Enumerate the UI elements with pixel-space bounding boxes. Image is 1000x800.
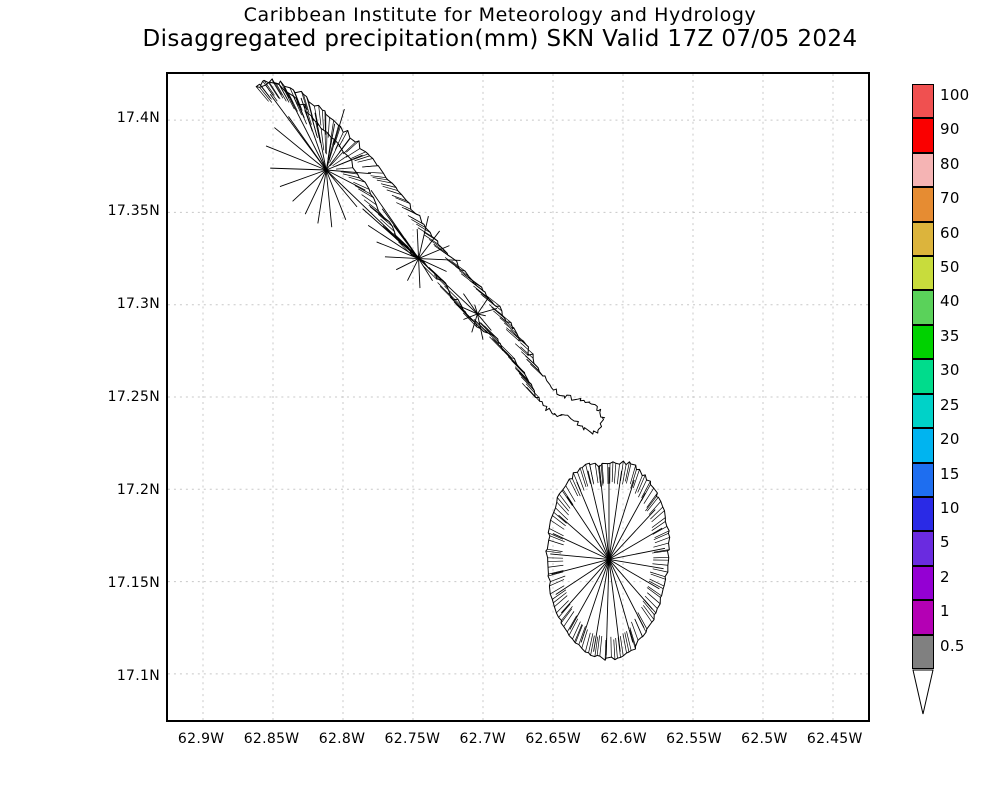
colorbar-segment: [912, 290, 934, 325]
colorbar-segment: [912, 565, 934, 601]
y-tick-label: 17.25N: [107, 389, 160, 405]
colorbar-segment: [912, 359, 934, 394]
colorbar-segment: [912, 187, 934, 222]
colorbar-tick-label: 70: [940, 189, 960, 208]
island-outlines: [255, 78, 671, 661]
colorbar-segment: [912, 462, 934, 497]
colorbar-tick-label: 25: [940, 395, 960, 414]
gridlines: [168, 74, 868, 720]
colorbar-tick-label: 2: [940, 567, 950, 586]
colorbar-tick-label: 50: [940, 258, 960, 277]
colorbar-segment: [912, 496, 934, 532]
colorbar-tick-label: 1: [940, 602, 950, 621]
colorbar-tick-label: 20: [940, 430, 960, 449]
figure-title-block: Caribbean Institute for Meteorology and …: [0, 4, 1000, 53]
colorbar-tick-label: 5: [940, 533, 950, 552]
x-tick-label: 62.65W: [525, 731, 582, 747]
x-tick-label: 62.5W: [741, 731, 788, 747]
x-tick-label: 62.55W: [666, 731, 722, 747]
colorbar-segment: [912, 118, 934, 153]
colorbar-segment: [912, 428, 934, 463]
colorbar-segment: [912, 84, 934, 119]
colorbar-under-arrow: [912, 669, 934, 715]
colorbar-segment: [912, 152, 934, 188]
x-axis-tick-labels: 62.9W 62.85W 62.8W 62.75W 62.7W 62.65W 62.6W 62…: [166, 731, 870, 755]
y-axis-tick-labels: 17.4N 17.35N 17.3N 17.25N 17.2N 17.15N 17.1N: [56, 72, 160, 722]
y-tick-label: 17.35N: [107, 203, 160, 220]
map-plot-area: [166, 72, 870, 722]
colorbar-segment: [912, 256, 934, 291]
x-tick-label: 62.6W: [600, 731, 647, 747]
colorbar-tick-label: 10: [940, 498, 960, 517]
colorbar-tick-label: 15: [940, 464, 960, 483]
colorbar-tick-label: 100: [940, 86, 970, 104]
x-tick-label: 62.9W: [177, 731, 225, 747]
colorbar-segment: [912, 393, 934, 429]
colorbar-segment: [912, 634, 934, 669]
x-tick-label: 62.7W: [459, 731, 507, 747]
colorbar-segment: [912, 324, 934, 360]
page-title: Disaggregated precipitation(mm) SKN Vali…: [142, 26, 858, 52]
institute-title: Caribbean Institute for Meteorology and …: [243, 4, 757, 26]
colorbar-tick-label: 35: [940, 326, 960, 345]
colorbar-tick-label: 80: [940, 154, 960, 173]
y-tick-label: 17.3N: [116, 296, 160, 313]
colorbar-tick-label: 90: [940, 120, 960, 139]
colorbar-tick-label: 0.5: [940, 636, 965, 655]
colorbar-tick-label: 60: [940, 223, 960, 242]
colorbar-tick-label: 30: [940, 361, 960, 380]
x-tick-label: 62.45W: [806, 731, 863, 747]
colorbar-segment: [912, 221, 934, 257]
x-tick-label: 62.75W: [384, 731, 441, 747]
y-tick-label: 17.2N: [116, 481, 160, 498]
colorbar-segment: [912, 600, 934, 635]
x-tick-label: 62.8W: [318, 731, 366, 747]
x-tick-label: 62.85W: [243, 731, 300, 747]
y-tick-label: 17.1N: [116, 667, 160, 684]
y-tick-label: 17.4N: [116, 110, 160, 127]
y-tick-label: 17.15N: [107, 574, 160, 591]
colorbar-tick-label: 40: [940, 292, 960, 311]
colorbar-segment: [912, 531, 934, 566]
colorbar: [912, 84, 934, 669]
